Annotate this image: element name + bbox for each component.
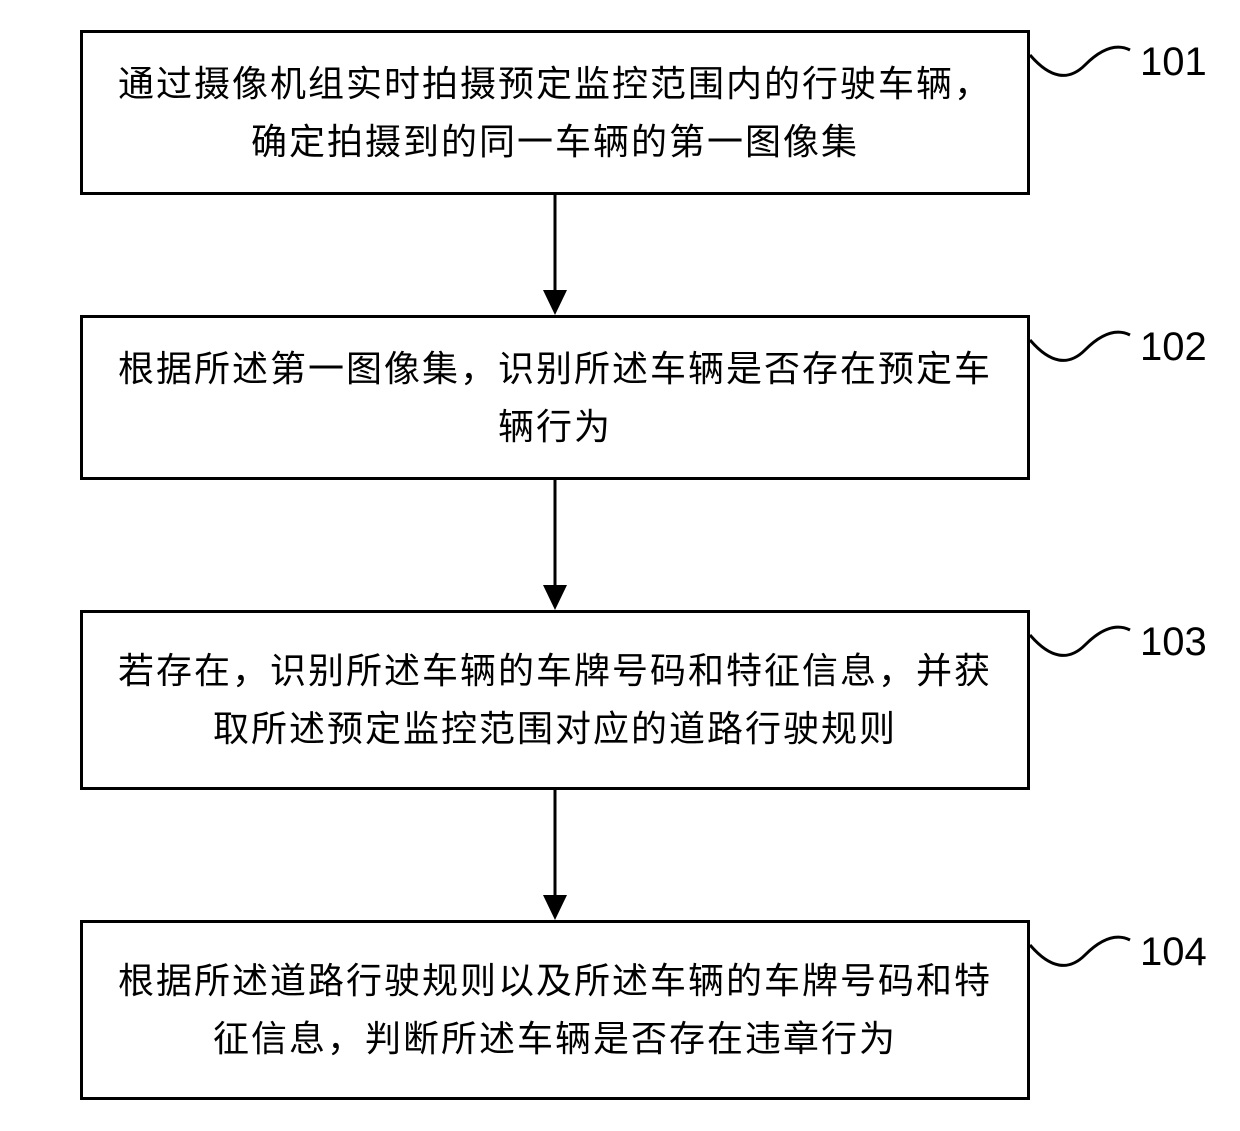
step-text-101: 通过摄像机组实时拍摄预定监控范围内的行驶车辆，确定拍摄到的同一车辆的第一图像集 (113, 55, 997, 170)
step-label-104: 104 (1140, 930, 1207, 975)
label-curve-102 (1030, 315, 1140, 385)
arrow-1 (535, 195, 575, 315)
arrow-3 (535, 790, 575, 920)
step-box-104: 根据所述道路行驶规则以及所述车辆的车牌号码和特征信息，判断所述车辆是否存在违章行… (80, 920, 1030, 1100)
step-label-102: 102 (1140, 325, 1207, 370)
step-box-103: 若存在，识别所述车辆的车牌号码和特征信息，并获取所述预定监控范围对应的道路行驶规… (80, 610, 1030, 790)
label-curve-104 (1030, 920, 1140, 990)
step-text-104: 根据所述道路行驶规则以及所述车辆的车牌号码和特征信息，判断所述车辆是否存在违章行… (113, 952, 997, 1067)
step-label-103: 103 (1140, 620, 1207, 665)
label-curve-101 (1030, 30, 1140, 100)
arrow-2 (535, 480, 575, 610)
step-text-102: 根据所述第一图像集，识别所述车辆是否存在预定车辆行为 (113, 340, 997, 455)
step-text-103: 若存在，识别所述车辆的车牌号码和特征信息，并获取所述预定监控范围对应的道路行驶规… (113, 642, 997, 757)
step-label-101: 101 (1140, 40, 1207, 85)
label-curve-103 (1030, 610, 1140, 680)
flowchart-container: 通过摄像机组实时拍摄预定监控范围内的行驶车辆，确定拍摄到的同一车辆的第一图像集 … (0, 0, 1240, 1131)
step-box-102: 根据所述第一图像集，识别所述车辆是否存在预定车辆行为 (80, 315, 1030, 480)
step-box-101: 通过摄像机组实时拍摄预定监控范围内的行驶车辆，确定拍摄到的同一车辆的第一图像集 (80, 30, 1030, 195)
